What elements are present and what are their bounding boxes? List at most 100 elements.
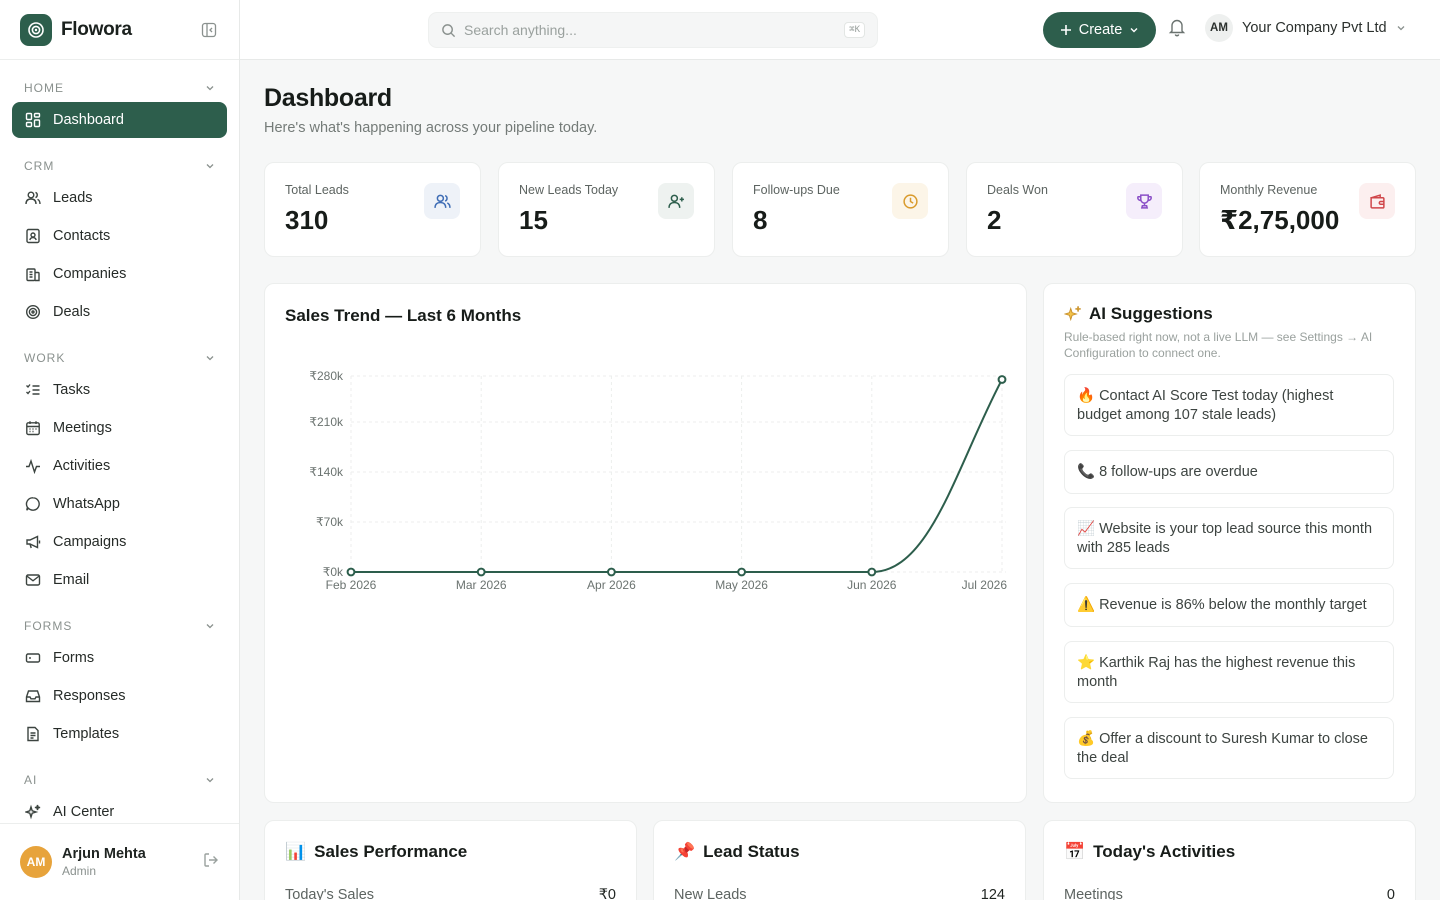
task-list-icon <box>24 381 42 399</box>
stat-label: New Leads <box>674 887 747 900</box>
data-point <box>737 567 747 577</box>
y-tick-label: ₹210k <box>309 415 344 429</box>
ai-suggestion-item[interactable]: 📈 Website is your top lead source this mo… <box>1064 507 1394 569</box>
chevron-down-icon <box>1397 26 1405 31</box>
sidebar-toggle-icon[interactable] <box>199 20 219 40</box>
section-ai[interactable]: AI <box>12 770 227 790</box>
kpi-total-leads[interactable]: Total Leads 310 <box>264 162 481 257</box>
search-input[interactable] <box>464 22 845 38</box>
sidebar-item-whatsapp[interactable]: WhatsApp <box>12 486 227 522</box>
brand-logo-icon[interactable] <box>20 13 52 46</box>
users-icon <box>424 183 460 219</box>
kpi-label: New Leads Today <box>519 183 619 197</box>
chevron-down-icon <box>206 624 214 629</box>
sidebar-item-ai-center[interactable]: AI Center <box>12 794 227 830</box>
sidebar-item-companies[interactable]: Companies <box>12 256 227 292</box>
kpi-new-leads-today[interactable]: New Leads Today 15 <box>498 162 715 257</box>
sidebar-item-dashboard[interactable]: Dashboard <box>12 102 227 138</box>
topbar: ⌘K Create AM Your Company Pvt Ltd <box>240 0 1440 60</box>
company-switcher[interactable]: AM Your Company Pvt Ltd <box>1205 14 1406 42</box>
sidebar-item-label: Deals <box>53 304 91 320</box>
sidebar-item-tasks[interactable]: Tasks <box>12 372 227 408</box>
sidebar-item-contacts[interactable]: Contacts <box>12 218 227 254</box>
sidebar-item-campaigns[interactable]: Campaigns <box>12 524 227 560</box>
ai-suggestion-item[interactable]: ⭐ Karthik Raj has the highest revenue thi… <box>1064 641 1394 703</box>
stat-row: Meetings 0 <box>1064 887 1395 900</box>
avatar[interactable]: AM <box>20 846 52 878</box>
suggestion-emoji: ⭐ <box>1077 655 1096 671</box>
suggestion-emoji: ⚠️ <box>1077 597 1096 613</box>
sidebar-item-activities[interactable]: Activities <box>12 448 227 484</box>
section-label: HOME <box>24 81 64 95</box>
kpi-monthly-revenue[interactable]: Monthly Revenue ₹2,75,000 <box>1199 162 1416 257</box>
suggestion-text: Website is your top lead source this mon… <box>1077 521 1373 556</box>
sales-performance-card: 📊 Sales Performance Today's Sales ₹0 <box>264 820 637 900</box>
bar-chart-icon: 📊 <box>285 842 307 861</box>
users-icon <box>24 189 42 207</box>
sidebar-item-deals[interactable]: Deals <box>12 294 227 330</box>
section-crm[interactable]: CRM <box>12 156 227 176</box>
sidebar-item-meetings[interactable]: Meetings <box>12 410 227 446</box>
chevron-down-icon <box>206 86 214 91</box>
ai-suggestion-item[interactable]: 💰 Offer a discount to Suresh Kumar to clo… <box>1064 717 1394 779</box>
sidebar-item-label: Companies <box>53 266 127 282</box>
bell-icon[interactable] <box>1168 17 1188 39</box>
sidebar-item-label: Forms <box>53 650 95 666</box>
ai-suggestion-item[interactable]: 🔥 Contact AI Score Test today (highest bu… <box>1064 374 1394 436</box>
brand-name: Flowora <box>61 18 132 40</box>
sidebar-item-label: Tasks <box>53 382 91 398</box>
x-tick-label: Mar 2026 <box>456 578 507 592</box>
section-work[interactable]: WORK <box>12 348 227 368</box>
sidebar: Flowora HOME Dashboard CRM Leads Contact… <box>0 0 240 900</box>
card-title: Lead Status <box>703 842 800 861</box>
pin-icon: 📌 <box>674 842 696 861</box>
sidebar-item-forms[interactable]: Forms <box>12 640 227 676</box>
data-point <box>476 567 486 577</box>
stat-value: 0 <box>1386 887 1395 900</box>
suggestion-emoji: 💰 <box>1077 731 1096 747</box>
sidebar-item-email[interactable]: Email <box>12 562 227 598</box>
user-plus-icon <box>658 183 694 219</box>
kpi-value: 8 <box>753 205 768 235</box>
logout-icon[interactable] <box>203 852 219 873</box>
stat-row: Today's Sales ₹0 <box>285 887 616 900</box>
sidebar-item-leads[interactable]: Leads <box>12 180 227 216</box>
y-tick-label: ₹0k <box>323 565 344 579</box>
stat-label: Today's Sales <box>285 887 375 900</box>
kpi-value: 2 <box>987 205 1002 235</box>
suggestion-emoji: 🔥 <box>1077 388 1096 404</box>
sidebar-item-templates[interactable]: Templates <box>12 716 227 752</box>
card-title: Today's Activities <box>1093 842 1236 861</box>
brand: Flowora <box>0 0 239 60</box>
section-label: WORK <box>24 351 66 365</box>
section-home[interactable]: HOME <box>12 78 227 98</box>
suggestion-emoji: 📞 <box>1077 464 1096 480</box>
kpi-deals-won[interactable]: Deals Won 2 <box>966 162 1183 257</box>
megaphone-icon <box>24 533 42 551</box>
user-role: Admin <box>62 864 97 878</box>
suggestion-text: Revenue is 86% below the monthly target <box>1099 597 1367 613</box>
ai-suggestion-item[interactable]: ⚠️ Revenue is 86% below the monthly targe… <box>1064 583 1394 627</box>
sidebar-item-label: Dashboard <box>53 112 124 128</box>
section-forms[interactable]: FORMS <box>12 616 227 636</box>
sparkles-icon <box>1064 306 1081 322</box>
section-label: AI <box>24 773 38 787</box>
ai-suggestion-item[interactable]: 📞 8 follow-ups are overdue <box>1064 450 1394 494</box>
form-icon <box>24 649 42 667</box>
kpi-value: 15 <box>519 205 548 235</box>
lead-status-card: 📌 Lead Status New Leads 124 <box>653 820 1026 900</box>
sales-trend-title: Sales Trend — Last 6 Months <box>285 306 522 325</box>
dashboard-icon <box>24 111 42 129</box>
stat-value: ₹0 <box>598 887 616 900</box>
kpi-follow-ups-due[interactable]: Follow-ups Due 8 <box>732 162 949 257</box>
chevron-down-icon <box>1130 28 1138 33</box>
sidebar-item-label: Email <box>53 572 90 588</box>
sidebar-item-responses[interactable]: Responses <box>12 678 227 714</box>
sidebar-item-label: WhatsApp <box>53 496 120 512</box>
create-button[interactable]: Create <box>1043 12 1156 48</box>
data-point <box>346 567 356 577</box>
stat-value: 124 <box>980 887 1005 900</box>
suggestion-text: Contact AI Score Test today (highest bud… <box>1077 388 1334 423</box>
search-box: ⌘K <box>428 12 878 48</box>
sidebar-item-label: AI Center <box>53 804 115 820</box>
